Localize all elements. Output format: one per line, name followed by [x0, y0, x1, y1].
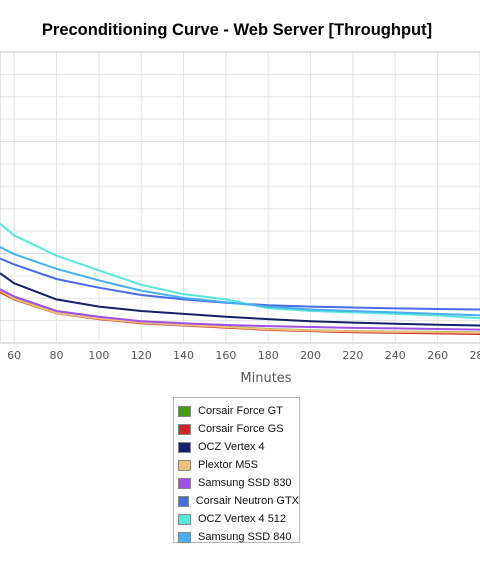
x-tick-label: 80 [50, 349, 64, 362]
x-tick-label: 260 [427, 349, 448, 362]
series-layer [0, 222, 480, 335]
x-tick-label: 160 [215, 349, 236, 362]
x-tick-label: 220 [342, 349, 363, 362]
series-line [0, 246, 480, 317]
x-tick-label: 100 [88, 349, 109, 362]
legend-item: Corsair Force GS [178, 420, 299, 438]
x-tick-label: 180 [258, 349, 279, 362]
legend-item: Corsair Force GT [178, 402, 299, 420]
series-line [0, 288, 480, 331]
legend-label: Samsung SSD 840 [198, 531, 292, 543]
legend-label: Corsair Force GT [198, 405, 283, 417]
legend-label: Corsair Force GS [198, 423, 284, 435]
legend-swatch [178, 405, 191, 417]
legend-item: Plextor M5S [178, 456, 299, 474]
x-axis-label: Minutes [240, 371, 291, 386]
chart-title: Preconditioning Curve - Web Server [Thro… [42, 21, 432, 39]
legend-swatch [178, 441, 191, 453]
x-tick-label: 60 [7, 349, 21, 362]
legend-item: Samsung SSD 840 [178, 528, 299, 546]
x-tick-label: 240 [385, 349, 406, 362]
legend: Corsair Force GT Corsair Force GS OCZ Vert… [173, 397, 300, 543]
legend-label: Plextor M5S [198, 459, 258, 471]
x-tick-label: 200 [300, 349, 321, 362]
series-line [0, 222, 480, 320]
series-line [0, 289, 480, 334]
legend-item: Corsair Neutron GTX [178, 492, 299, 510]
legend-label: OCZ Vertex 4 512 [198, 513, 287, 525]
plot-area [0, 51, 480, 344]
legend-swatch [178, 459, 191, 471]
legend-item: OCZ Vertex 4 512 [178, 510, 299, 528]
x-tick-label: 120 [131, 349, 152, 362]
x-axis-ticks: 60 80 100 120 140 160 180 200 220 240 260 280 [7, 349, 480, 362]
legend-label: OCZ Vertex 4 [198, 441, 265, 453]
grid [0, 52, 480, 343]
x-tick-label: 140 [173, 349, 194, 362]
legend-label: Samsung SSD 830 [198, 477, 292, 489]
legend-swatch [178, 513, 191, 525]
legend-label: Corsair Neutron GTX [195, 495, 299, 507]
legend-item: Samsung SSD 830 [178, 474, 299, 492]
legend-swatch [178, 423, 191, 435]
legend-swatch [178, 477, 191, 489]
legend-item: OCZ Vertex 4 [178, 438, 299, 456]
legend-swatch [178, 495, 189, 507]
legend-swatch [178, 531, 191, 543]
series-line [0, 272, 480, 327]
x-tick-label: 280 [469, 349, 480, 362]
